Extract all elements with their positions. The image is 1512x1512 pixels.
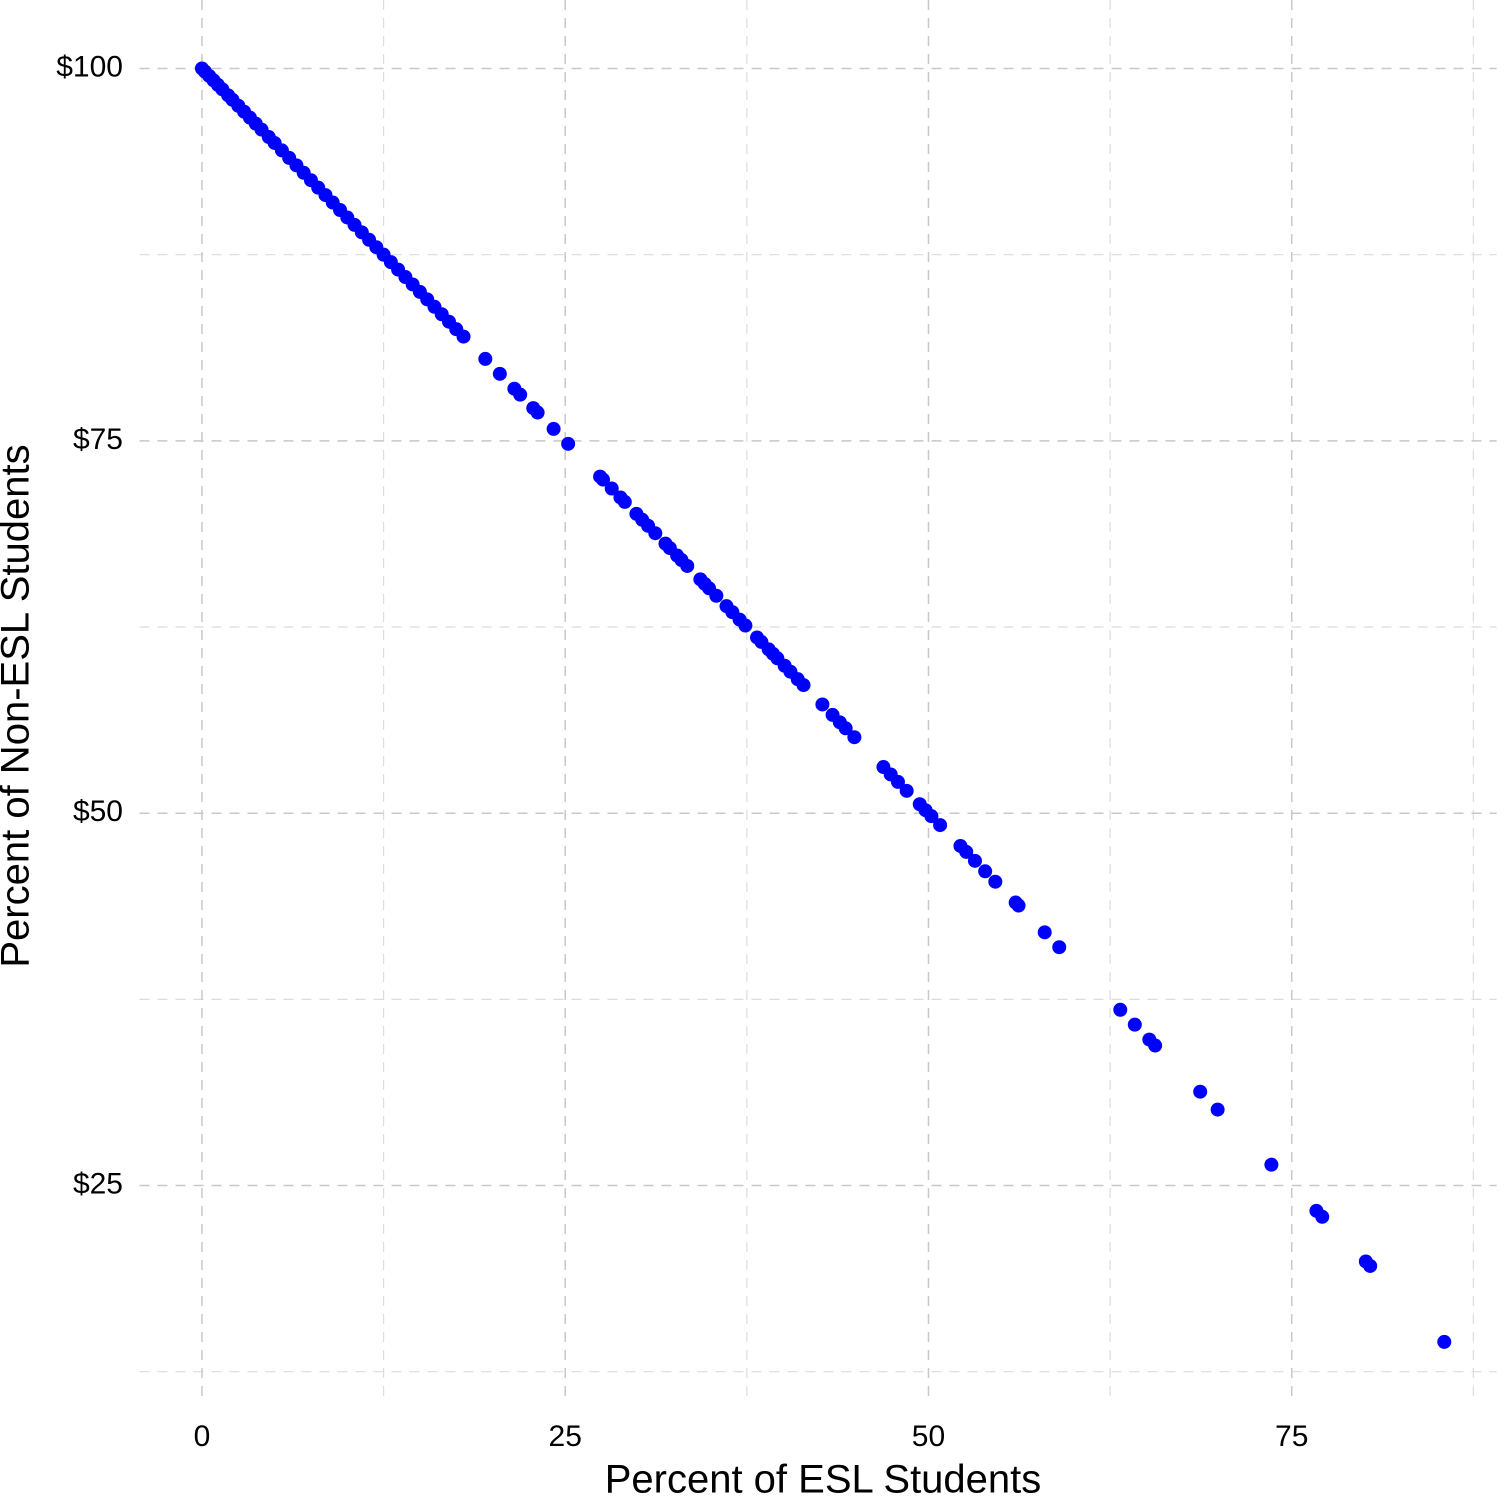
point [847,730,862,745]
point [1052,940,1067,955]
point [546,421,561,436]
x-axis-title: Percent of ESL Students [605,1458,1042,1502]
point [1193,1084,1208,1099]
point [988,874,1003,889]
point [478,351,493,366]
point [967,853,982,868]
y-tick-label: $50 [73,795,123,828]
point [1363,1258,1378,1273]
point [530,405,545,420]
point [924,809,939,824]
point [1437,1334,1452,1349]
point [738,618,753,633]
point [1011,898,1026,913]
point [1210,1102,1225,1117]
y-tick-label: $75 [73,423,123,456]
point [492,366,507,381]
point [680,558,695,573]
x-tick-label: 25 [549,1420,582,1453]
x-tick-label: 50 [912,1420,945,1453]
point [959,844,974,859]
point [709,588,724,603]
point [596,472,611,487]
point [838,721,853,736]
point [1148,1038,1163,1053]
point [1127,1017,1142,1032]
point [933,818,948,833]
point [648,526,663,541]
y-tick-label: $100 [56,50,123,83]
point [561,436,576,451]
point [1113,1002,1128,1017]
point [796,678,811,693]
point [815,697,830,712]
y-axis-title: Percent of Non-ESL Students [0,444,38,967]
point [513,387,528,402]
x-tick-label: 0 [194,1420,211,1453]
y-tick-label: $25 [73,1167,123,1200]
point [978,864,993,879]
point [1264,1157,1279,1172]
point [1315,1209,1330,1224]
x-tick-label: 75 [1275,1420,1308,1453]
point [604,481,619,496]
point [456,329,471,344]
point [890,774,905,789]
point [617,494,632,509]
point [899,783,914,798]
point [1037,925,1052,940]
